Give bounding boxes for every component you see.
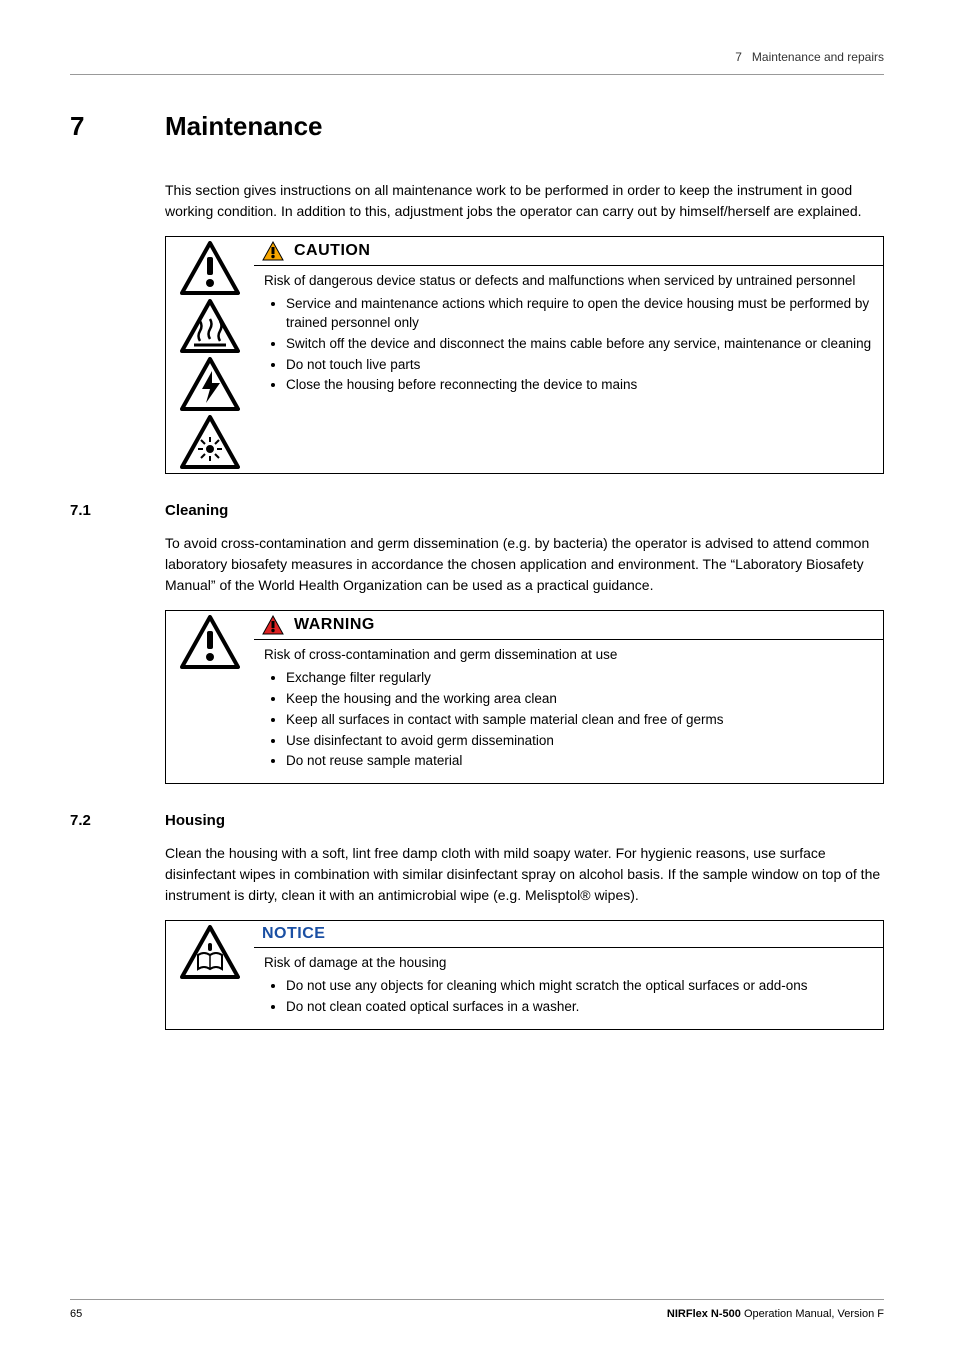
- warning-bullet: Do not reuse sample material: [286, 752, 873, 771]
- electric-shock-icon: [180, 357, 240, 411]
- section-7-1-body: To avoid cross-contamination and germ di…: [165, 533, 884, 784]
- notice-bullet: Do not clean coated optical surfaces in …: [286, 998, 873, 1017]
- caution-icon-column: [166, 237, 254, 473]
- section-7-2-body: Clean the housing with a soft, lint free…: [165, 843, 884, 1030]
- warning-bullet: Keep all surfaces in contact with sample…: [286, 711, 873, 730]
- footer-doc-info: NIRFlex N-500 Operation Manual, Version …: [667, 1308, 884, 1320]
- running-header: 7 Maintenance and repairs: [70, 50, 884, 75]
- notice-callout: NOTICE Risk of damage at the housing Do …: [165, 920, 884, 1030]
- chapter-title: Maintenance: [165, 111, 323, 142]
- notice-body: NOTICE Risk of damage at the housing Do …: [254, 921, 883, 1029]
- notice-risk-text: Risk of damage at the housing: [264, 954, 873, 973]
- section-title: Cleaning: [165, 502, 228, 519]
- caution-bullet-list: Service and maintenance actions which re…: [264, 295, 873, 395]
- warning-bullet: Use disinfectant to avoid germ dissemina…: [286, 732, 873, 751]
- notice-content: Risk of damage at the housing Do not use…: [254, 948, 883, 1029]
- caution-bullet: Switch off the device and disconnect the…: [286, 335, 873, 354]
- caution-bullet: Service and maintenance actions which re…: [286, 295, 873, 333]
- caution-callout: CAUTION Risk of dangerous device status …: [165, 236, 884, 474]
- header-section-label: Maintenance and repairs: [752, 50, 884, 64]
- read-manual-icon: [180, 925, 240, 979]
- section-heading-7-2: 7.2 Housing: [70, 812, 884, 829]
- caution-content: Risk of dangerous device status or defec…: [254, 266, 883, 407]
- caution-bang-icon: [262, 241, 284, 261]
- intro-paragraph: This section gives instructions on all m…: [165, 180, 884, 222]
- warning-risk-text: Risk of cross-contamination and germ dis…: [264, 646, 873, 665]
- notice-title: NOTICE: [262, 925, 325, 943]
- notice-bullet: Do not use any objects for cleaning whic…: [286, 977, 873, 996]
- warning-icon-column: [166, 611, 254, 783]
- caution-body: CAUTION Risk of dangerous device status …: [254, 237, 883, 473]
- caution-titlebar: CAUTION: [254, 237, 883, 266]
- caution-title: CAUTION: [294, 242, 370, 260]
- warning-bang-icon: [262, 615, 284, 635]
- laser-icon: [180, 415, 240, 469]
- caution-bullet: Do not touch live parts: [286, 356, 873, 375]
- notice-titlebar: NOTICE: [254, 921, 883, 948]
- page-footer: 65 NIRFlex N-500 Operation Manual, Versi…: [70, 1299, 884, 1320]
- notice-bullet-list: Do not use any objects for cleaning whic…: [264, 977, 873, 1017]
- warning-icon: [180, 615, 240, 669]
- chapter-heading: 7 Maintenance: [70, 111, 884, 142]
- section-title: Housing: [165, 812, 225, 829]
- warning-title: WARNING: [294, 616, 375, 634]
- page: 7 Maintenance and repairs 7 Maintenance …: [0, 0, 954, 1350]
- warning-bullet: Exchange filter regularly: [286, 669, 873, 688]
- caution-risk-text: Risk of dangerous device status or defec…: [264, 272, 873, 291]
- footer-page-number: 65: [70, 1308, 82, 1320]
- section-number: 7.1: [70, 502, 165, 519]
- hot-surface-icon: [180, 299, 240, 353]
- warning-bullet: Keep the housing and the working area cl…: [286, 690, 873, 709]
- caution-bullet: Close the housing before reconnecting th…: [286, 376, 873, 395]
- warning-callout: WARNING Risk of cross-contamination and …: [165, 610, 884, 784]
- warning-content: Risk of cross-contamination and germ dis…: [254, 640, 883, 783]
- section-number: 7.2: [70, 812, 165, 829]
- chapter-number: 7: [70, 111, 165, 142]
- section-7-1-paragraph: To avoid cross-contamination and germ di…: [165, 533, 884, 596]
- section-7-2-paragraph: Clean the housing with a soft, lint free…: [165, 843, 884, 906]
- notice-icon-column: [166, 921, 254, 1029]
- warning-bullet-list: Exchange filter regularly Keep the housi…: [264, 669, 873, 771]
- warning-icon: [180, 241, 240, 295]
- intro-block: This section gives instructions on all m…: [165, 180, 884, 474]
- section-heading-7-1: 7.1 Cleaning: [70, 502, 884, 519]
- footer-product-name: NIRFlex N-500: [667, 1308, 741, 1320]
- warning-body: WARNING Risk of cross-contamination and …: [254, 611, 883, 783]
- footer-doc-label: Operation Manual, Version F: [744, 1308, 884, 1320]
- header-section-num: 7: [735, 50, 742, 64]
- warning-titlebar: WARNING: [254, 611, 883, 640]
